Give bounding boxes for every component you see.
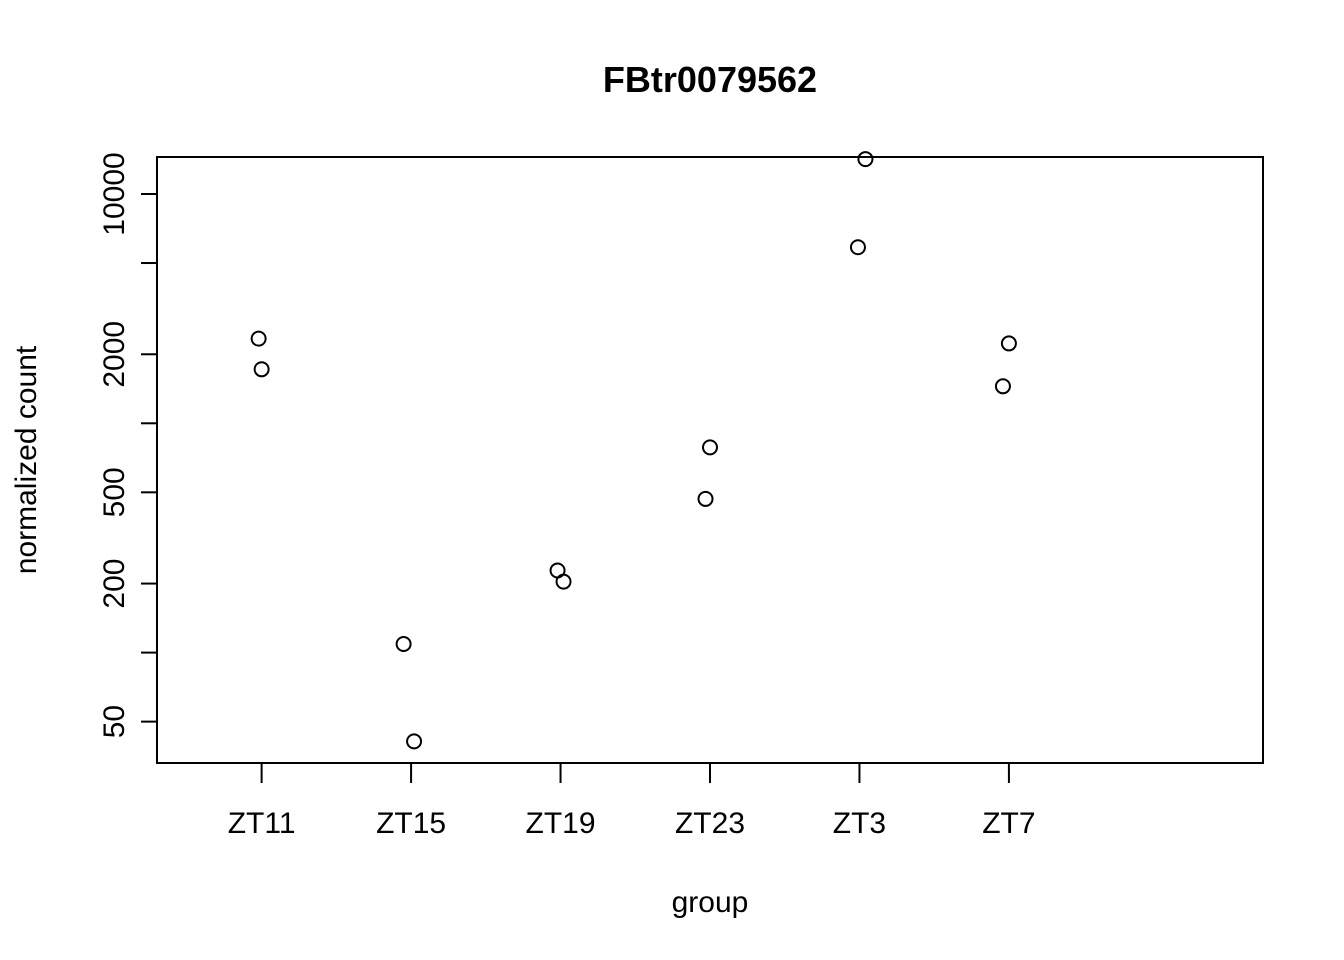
y-tick-label: 500	[98, 467, 131, 517]
data-point	[253, 361, 270, 378]
x-tick-label: ZT23	[675, 807, 745, 840]
plot-frame	[156, 156, 1264, 764]
data-point	[857, 151, 874, 168]
data-point	[697, 490, 714, 507]
chart-title: FBtr0079562	[603, 59, 817, 100]
x-tick-label: ZT15	[376, 807, 446, 840]
x-axis: ZT11 ZT15 ZT19 ZT23 ZT3 ZT7	[228, 763, 1036, 840]
data-points	[250, 151, 1017, 750]
y-tick-label: 10000	[98, 152, 131, 235]
y-tick-label: 2000	[98, 321, 131, 388]
data-point	[555, 573, 572, 590]
y-axis-label: normalized count	[10, 345, 43, 574]
y-axis: 50 200 500 2000 10000	[98, 152, 157, 738]
data-point	[849, 239, 866, 256]
x-axis-label: group	[672, 886, 749, 919]
x-tick-label: ZT3	[833, 807, 886, 840]
x-tick-label: ZT19	[526, 807, 596, 840]
data-point	[406, 733, 423, 750]
data-point	[702, 439, 718, 456]
x-tick-label: ZT7	[982, 807, 1035, 840]
y-tick-label: 50	[98, 705, 131, 738]
data-point	[994, 378, 1011, 395]
data-point	[250, 330, 267, 347]
x-tick-label: ZT11	[228, 807, 296, 840]
y-tick-label: 200	[98, 559, 131, 609]
data-point	[395, 636, 412, 653]
data-point	[1000, 335, 1017, 352]
